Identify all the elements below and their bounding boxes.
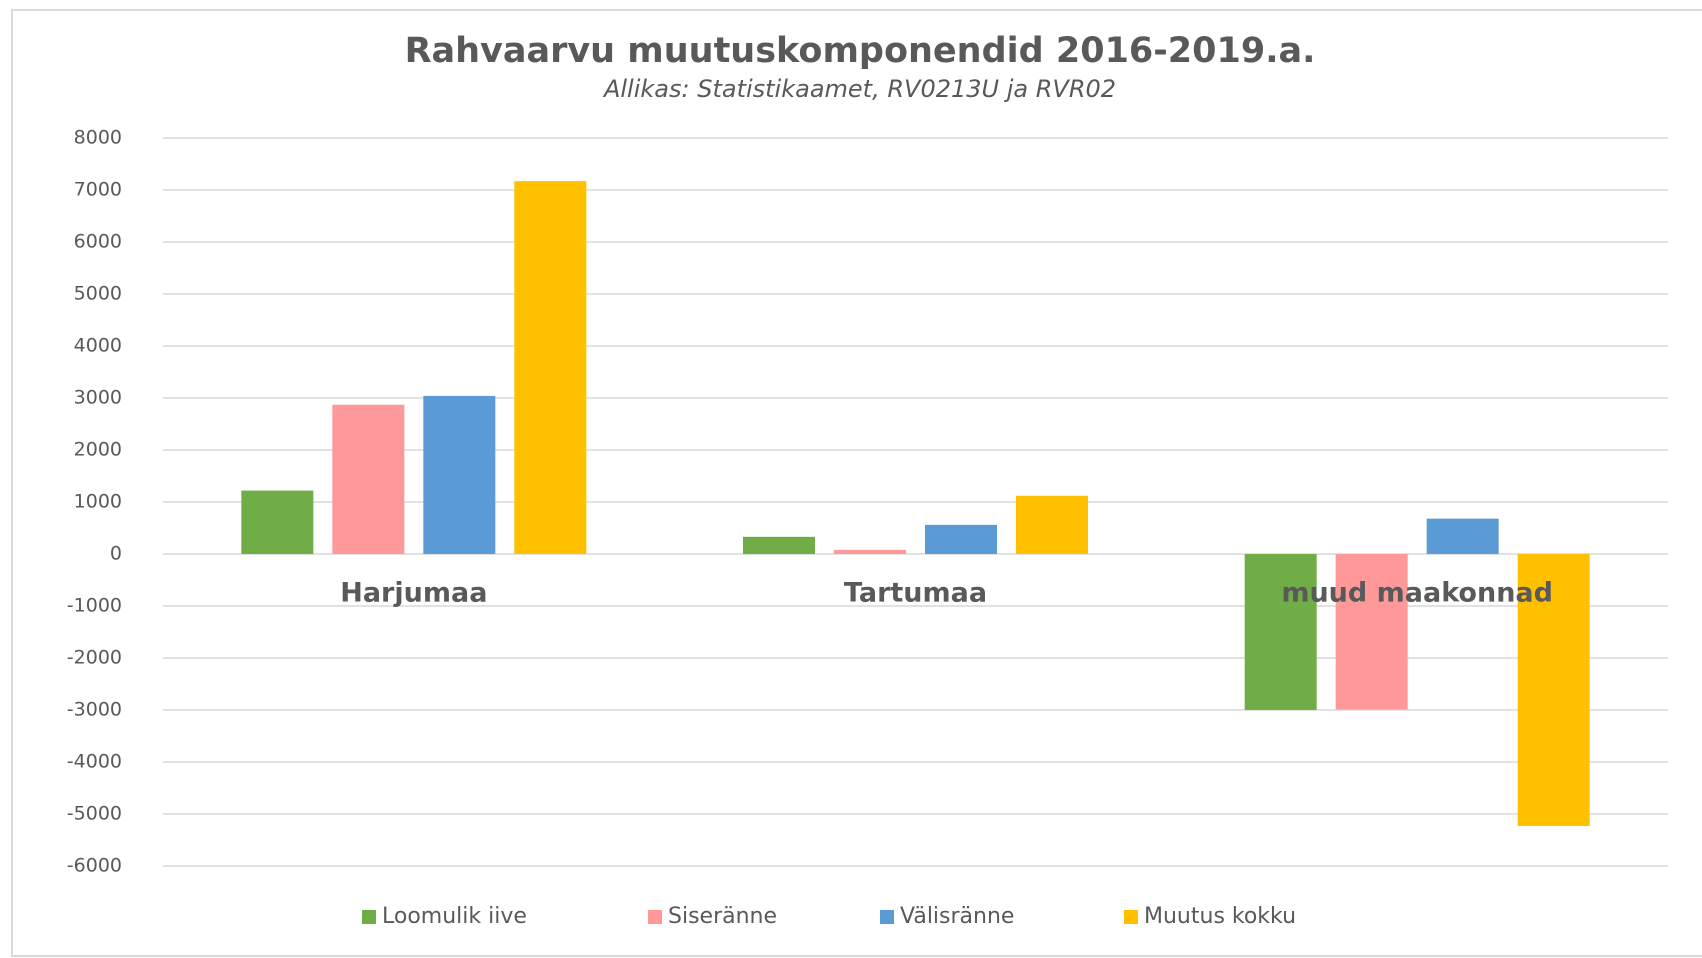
bar xyxy=(1335,554,1408,710)
legend-label: Muutus kokku xyxy=(1144,904,1296,929)
chart-title: Rahvaarvu muutuskomponendid 2016-2019.a. xyxy=(405,31,1316,71)
y-tick-label: -1000 xyxy=(67,595,122,617)
bar xyxy=(241,490,314,554)
bar xyxy=(1016,495,1088,554)
x-tick-label: Harjumaa xyxy=(340,578,487,609)
y-tick-label: -6000 xyxy=(67,855,122,877)
legend-label: Välisränne xyxy=(900,904,1014,929)
y-tick-label: 1000 xyxy=(74,491,122,513)
y-tick-label: 4000 xyxy=(74,335,122,357)
y-tick-label: -4000 xyxy=(67,751,122,773)
chart-subtitle: Allikas: Statistikaamet, RV0213U ja RVR0… xyxy=(602,75,1116,103)
bar xyxy=(1517,554,1590,826)
legend-swatch xyxy=(648,910,662,924)
bar xyxy=(925,524,997,554)
grid xyxy=(163,137,1668,867)
y-tick-label: 7000 xyxy=(74,179,122,201)
bar xyxy=(743,536,815,554)
y-tick-label: 2000 xyxy=(74,439,122,461)
bar xyxy=(423,395,496,554)
legend-swatch xyxy=(1124,910,1138,924)
x-tick-label: muud maakonnad xyxy=(1281,578,1553,609)
legend-label: Loomulik iive xyxy=(382,904,527,929)
x-tick-label: Tartumaa xyxy=(844,578,987,609)
labels: -6000 -5000 -4000 -3000 -2000 -1000 0 1000 2000 3… xyxy=(67,127,1553,930)
y-tick-label: 8000 xyxy=(74,127,122,149)
bar xyxy=(332,404,405,554)
bar xyxy=(514,181,587,554)
y-tick-label: -5000 xyxy=(67,803,122,825)
y-tick-label: -3000 xyxy=(67,699,122,721)
bar xyxy=(1244,554,1317,710)
y-tick-label: 0 xyxy=(110,543,122,565)
y-tick-label: 5000 xyxy=(74,283,122,305)
y-tick-label: 3000 xyxy=(74,387,122,409)
bar xyxy=(1426,518,1499,554)
legend-swatch xyxy=(362,910,376,924)
chart-border xyxy=(11,9,1702,957)
y-tick-label: 6000 xyxy=(74,231,122,253)
y-tick-label: -2000 xyxy=(67,647,122,669)
legend-swatch xyxy=(880,910,894,924)
bar xyxy=(834,549,906,554)
bars xyxy=(241,181,1590,826)
legend-label: Siseränne xyxy=(668,904,777,929)
